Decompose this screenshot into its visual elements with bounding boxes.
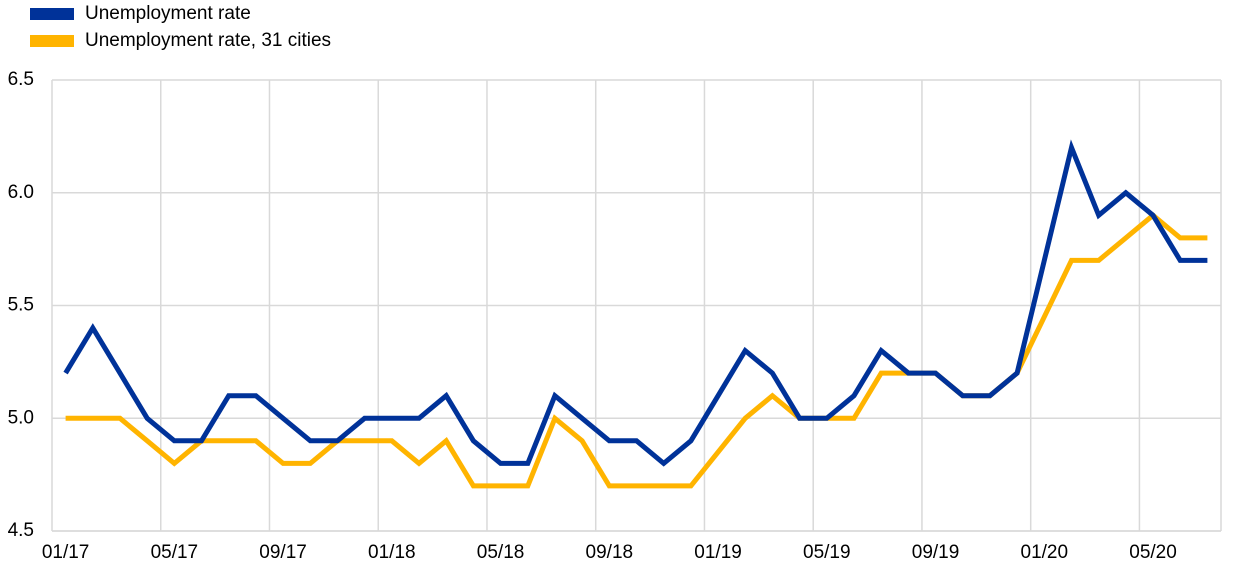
x-tick-label: 01/20	[1021, 542, 1069, 563]
legend-label: Unemployment rate, 31 cities	[85, 30, 331, 51]
x-tick-label: 01/18	[368, 542, 416, 563]
legend-swatch	[30, 35, 74, 47]
y-tick-label: 5.5	[8, 295, 34, 316]
x-tick-label: 05/17	[151, 542, 199, 563]
y-tick-label: 6.0	[8, 182, 34, 203]
x-tick-label: 09/17	[259, 542, 307, 563]
x-tick-label: 05/19	[803, 542, 851, 563]
x-tick-label: 01/17	[42, 542, 90, 563]
x-tick-label: 05/18	[477, 542, 525, 563]
x-tick-label: 01/19	[694, 542, 742, 563]
series-line	[63, 139, 1208, 467]
series-line	[65, 212, 1208, 489]
y-tick-label: 5.0	[8, 407, 34, 428]
y-tick-label: 4.5	[8, 520, 34, 541]
x-tick-label: 09/19	[912, 542, 960, 563]
x-tick-label: 05/20	[1129, 542, 1177, 563]
legend-label: Unemployment rate	[85, 3, 251, 24]
legend-swatch	[30, 8, 74, 20]
y-tick-label: 6.5	[8, 69, 34, 90]
x-tick-label: 09/18	[586, 542, 634, 563]
